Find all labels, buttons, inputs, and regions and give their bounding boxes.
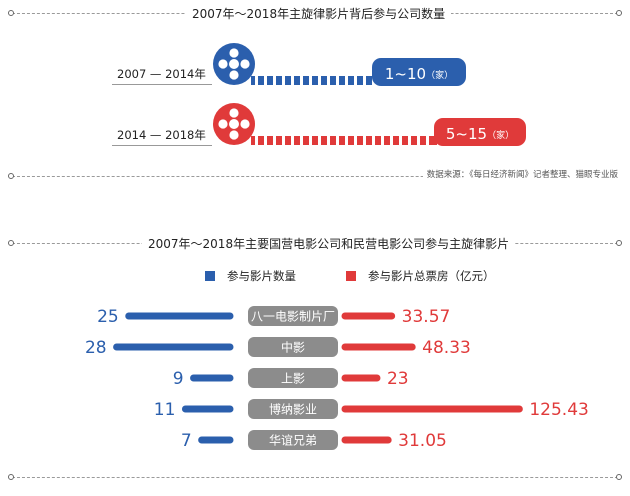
section2-title: 2007年～2018年主要国营电影公司和民营电影公司参与主旋律影片	[142, 235, 516, 252]
value-label-boxoffice: 48.33	[422, 338, 471, 358]
count-pill-text-2: 5~15 （家）	[434, 120, 526, 148]
period-row-2007-2014-graphic	[213, 43, 466, 86]
category-label-bg	[248, 430, 338, 450]
count-value: 5~15	[445, 125, 488, 143]
divider-dot-left	[8, 173, 14, 179]
legend-item-count: 参与影片数量	[205, 268, 296, 284]
period-row-2014-2018-graphic	[213, 103, 526, 146]
count-pill-text-1: 1~10 （家）	[372, 60, 466, 88]
category-label: 上影	[281, 372, 305, 386]
count-pill-blue	[372, 58, 466, 86]
legend-label: 参与影片总票房（亿元）	[368, 269, 495, 283]
legend-swatch-blue	[205, 271, 215, 281]
count-value: 1~10	[384, 65, 427, 83]
period-baseline	[112, 145, 212, 146]
period-baseline	[112, 84, 212, 85]
value-label-boxoffice: 125.43	[529, 400, 588, 420]
value-label-count: 9	[173, 369, 184, 389]
count-pill-red	[434, 118, 526, 146]
period-label-2007-2014: 2007 — 2014年	[117, 67, 206, 81]
back-to-back-bar-chart: 八一电影制片厂 25 33.57 中影 28 48.33 上影 9 23 博纳影业 11 125.43…	[85, 306, 589, 451]
dotted-bar-red	[251, 136, 437, 145]
value-label-boxoffice: 31.05	[398, 431, 447, 451]
category-label: 博纳影业	[269, 402, 317, 417]
divider-dot-right	[616, 10, 622, 16]
value-label-boxoffice: 23	[387, 369, 409, 389]
data-source-note: 数据来源：《每日经济新闻》记者整理、猫眼专业版	[422, 168, 618, 180]
category-label: 华谊兄弟	[269, 433, 317, 448]
legend-item-boxoffice: 参与影片总票房（亿元）	[346, 268, 495, 284]
value-label-boxoffice: 33.57	[402, 307, 451, 327]
dotted-bar-blue	[251, 76, 372, 85]
category-label: 中影	[281, 340, 305, 355]
film-reel-icon	[213, 103, 255, 145]
value-label-count: 11	[154, 400, 176, 420]
divider-dot-left	[8, 240, 14, 246]
period-label-2014-2018: 2014 — 2018年	[117, 128, 206, 142]
film-reel-icon	[213, 43, 255, 85]
divider-dot-right	[616, 240, 622, 246]
value-label-count: 28	[85, 338, 107, 358]
bottom-dashed-divider	[12, 477, 618, 478]
category-label-bg	[248, 368, 338, 388]
divider-dot-right	[616, 474, 622, 480]
value-label-count: 25	[97, 307, 119, 327]
category-label-bg	[248, 337, 338, 357]
value-label-count: 7	[181, 431, 192, 451]
divider-dot-left	[8, 474, 14, 480]
category-label: 八一电影制片厂	[251, 310, 335, 324]
divider-dot-left	[8, 10, 14, 16]
category-label-bg	[248, 306, 338, 326]
count-unit: （家）	[426, 70, 454, 81]
category-label-bg	[248, 399, 338, 419]
count-unit: （家）	[487, 130, 515, 141]
legend-swatch-red	[346, 271, 356, 281]
section1-title: 2007年～2018年主旋律影片背后参与公司数量	[186, 5, 452, 22]
source-dashed-divider	[12, 176, 618, 177]
legend-label: 参与影片数量	[227, 269, 296, 283]
